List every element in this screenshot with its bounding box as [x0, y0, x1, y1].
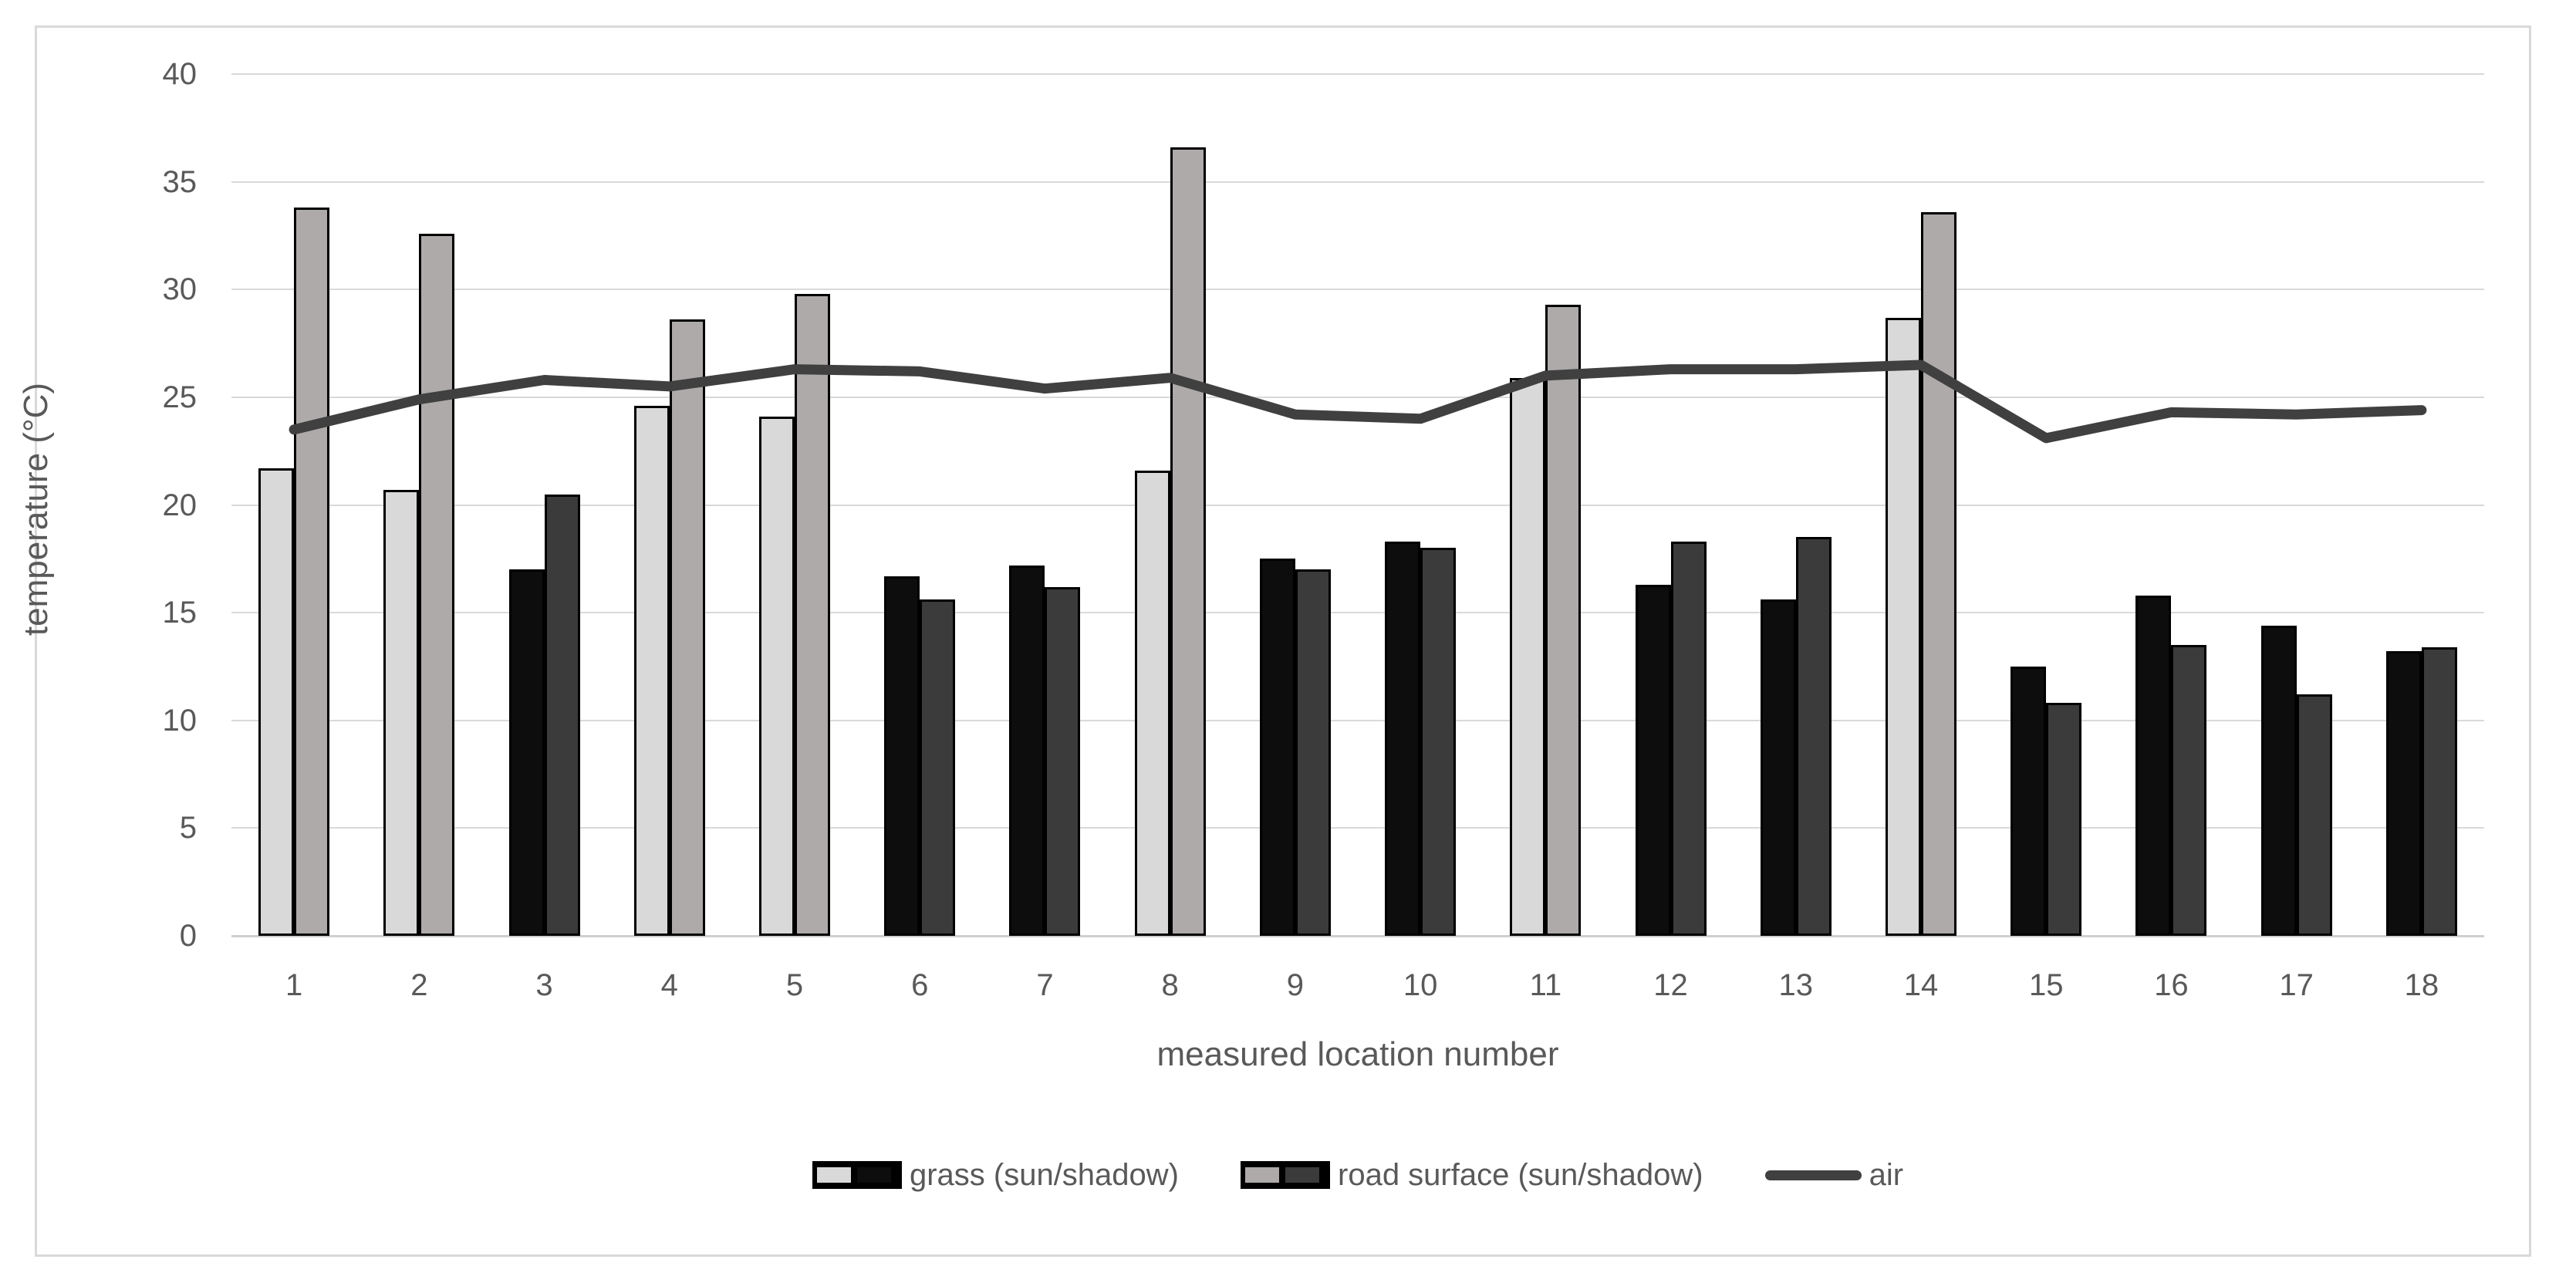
bar-grass-2 [383, 490, 419, 936]
x-tick-label-16: 16 [2154, 968, 2189, 1002]
y-tick-label-25: 25 [162, 380, 198, 414]
legend-item-road: road surface (sun/shadow) [1241, 1158, 1703, 1193]
bar-road-16 [2171, 645, 2206, 936]
x-tick-label-14: 14 [1903, 968, 1939, 1002]
plot-area [231, 73, 2484, 937]
legend-label-grass: grass (sun/shadow) [909, 1157, 1179, 1192]
bar-grass-8 [1135, 471, 1170, 936]
x-tick-label-9: 9 [1286, 968, 1304, 1002]
gridline-5 [231, 827, 2484, 829]
x-tick-label-17: 17 [2279, 968, 2314, 1002]
x-tick-label-7: 7 [1036, 968, 1054, 1002]
gridline-15 [231, 612, 2484, 614]
bar-grass-18 [2386, 651, 2422, 936]
y-tick-label-30: 30 [162, 272, 198, 307]
legend-item-grass: grass (sun/shadow) [812, 1158, 1179, 1193]
bar-road-17 [2297, 694, 2332, 936]
y-tick-label-10: 10 [162, 703, 198, 738]
grass-sun-chip-icon [816, 1167, 851, 1183]
x-tick-label-10: 10 [1403, 968, 1438, 1002]
grass-shadow-chip-icon [856, 1167, 891, 1183]
air-line-layer [289, 360, 2427, 444]
grass-series-swatch-icon [812, 1161, 902, 1189]
x-tick-label-2: 2 [410, 968, 428, 1002]
x-tick-label-5: 5 [785, 968, 804, 1002]
legend: grass (sun/shadow) road surface (sun/sha… [231, 1148, 2484, 1202]
bar-grass-4 [634, 406, 670, 936]
y-tick-label-20: 20 [162, 488, 198, 522]
bar-grass-17 [2261, 626, 2297, 936]
bar-grass-3 [509, 569, 545, 936]
bar-road-8 [1170, 147, 1206, 936]
bar-road-14 [1921, 212, 1956, 936]
bar-road-5 [795, 294, 830, 936]
y-tick-label-35: 35 [162, 164, 198, 199]
bar-road-13 [1796, 537, 1832, 936]
bar-grass-7 [1009, 566, 1045, 936]
road-shadow-chip-icon [1285, 1167, 1319, 1183]
road-series-swatch-icon [1241, 1161, 1330, 1189]
air-line-swatch-icon [1764, 1170, 1862, 1180]
legend-label-air: air [1869, 1157, 1904, 1192]
bar-grass-12 [1636, 585, 1671, 936]
gridline-10 [231, 719, 2484, 721]
bar-grass-11 [1510, 378, 1545, 936]
x-tick-label-15: 15 [2028, 968, 2064, 1002]
bar-road-11 [1545, 305, 1581, 936]
bar-grass-9 [1260, 559, 1295, 936]
bar-grass-14 [1886, 318, 1921, 936]
x-tick-label-8: 8 [1161, 968, 1179, 1002]
bar-grass-16 [2135, 596, 2171, 936]
bar-road-15 [2046, 703, 2081, 936]
bar-grass-10 [1385, 542, 1420, 936]
legend-item-air: air [1764, 1157, 1904, 1193]
gridline-25 [231, 396, 2484, 398]
bar-grass-5 [759, 417, 795, 936]
bar-road-1 [294, 208, 329, 936]
gridline-35 [231, 181, 2484, 183]
gridline-40 [231, 73, 2484, 75]
bar-road-6 [920, 599, 955, 936]
bar-grass-1 [258, 468, 294, 936]
x-tick-label-13: 13 [1778, 968, 1814, 1002]
bar-road-10 [1420, 548, 1456, 936]
x-tick-label-18: 18 [2404, 968, 2439, 1002]
y-tick-label-15: 15 [162, 596, 198, 630]
y-tick-label-5: 5 [179, 811, 197, 846]
x-tick-label-12: 12 [1653, 968, 1688, 1002]
bar-road-2 [419, 234, 454, 936]
y-tick-label-40: 40 [162, 57, 198, 91]
x-axis-title: measured location number [1156, 1035, 1559, 1073]
bar-road-4 [670, 319, 705, 936]
bar-grass-6 [884, 576, 920, 936]
x-tick-label-3: 3 [535, 968, 553, 1002]
x-tick-label-11: 11 [1529, 968, 1562, 1002]
air-line [289, 360, 2427, 444]
gridline-30 [231, 289, 2484, 291]
bar-road-9 [1295, 569, 1331, 936]
bar-road-18 [2422, 647, 2457, 936]
x-axis-line [231, 935, 2484, 937]
bar-grass-13 [1761, 599, 1796, 936]
gridline-20 [231, 504, 2484, 506]
bar-road-12 [1671, 542, 1707, 936]
bar-road-7 [1045, 587, 1080, 936]
y-tick-label-0: 0 [179, 919, 197, 953]
x-tick-label-4: 4 [660, 968, 678, 1002]
y-axis-title: temperature (°C) [17, 382, 55, 636]
road-sun-chip-icon [1245, 1167, 1279, 1183]
x-tick-label-1: 1 [285, 968, 303, 1002]
x-tick-label-6: 6 [911, 968, 929, 1002]
bar-grass-15 [2010, 667, 2046, 936]
legend-label-road: road surface (sun/shadow) [1338, 1157, 1703, 1192]
bar-road-3 [545, 495, 580, 936]
